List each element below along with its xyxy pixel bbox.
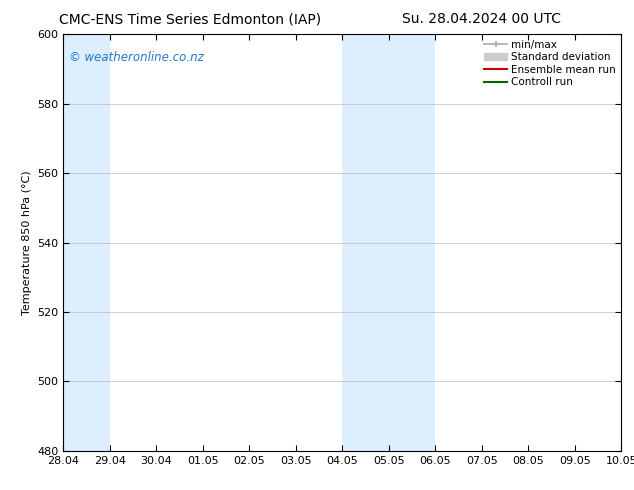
Bar [63,34,110,451]
Text: CMC-ENS Time Series Edmonton (IAP): CMC-ENS Time Series Edmonton (IAP) [59,12,321,26]
Legend: min/max, Standard deviation, Ensemble mean run, Controll run: min/max, Standard deviation, Ensemble me… [482,37,618,89]
Y-axis label: Temperature 850 hPa (°C): Temperature 850 hPa (°C) [22,170,32,315]
Text: © weatheronline.co.nz: © weatheronline.co.nz [69,51,204,64]
Text: Su. 28.04.2024 00 UTC: Su. 28.04.2024 00 UTC [403,12,561,26]
Bar [342,34,436,451]
